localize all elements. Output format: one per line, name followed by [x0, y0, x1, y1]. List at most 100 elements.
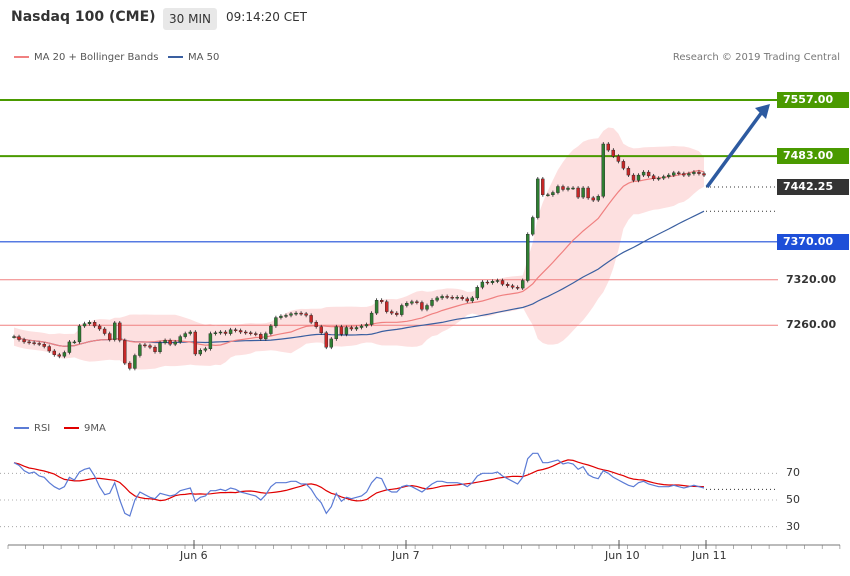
- candle-body: [118, 322, 122, 341]
- instrument-title: Nasdaq 100 (CME): [11, 9, 156, 25]
- legend-rsi-label: RSI: [34, 423, 51, 434]
- candle-body: [173, 341, 177, 345]
- candle-body: [339, 326, 344, 335]
- candle-body: [344, 327, 349, 335]
- candle-body: [536, 178, 540, 218]
- legend-rsi: RSI: [14, 423, 50, 434]
- candle-body: [309, 315, 313, 323]
- candle-body: [566, 187, 570, 190]
- candle-body: [395, 312, 399, 315]
- candle-body: [631, 174, 636, 181]
- bollinger-band: [14, 127, 704, 370]
- candle-body: [168, 340, 172, 345]
- candle-body: [57, 354, 61, 357]
- candle-body: [405, 303, 409, 306]
- candle-body: [349, 327, 354, 330]
- candle-body: [12, 336, 16, 338]
- candle-body: [531, 217, 535, 235]
- price-tag-last: 7442.25: [777, 179, 849, 196]
- candle-body: [82, 323, 87, 327]
- price-tag-support: 7260.00: [786, 318, 837, 332]
- candle-body: [561, 186, 565, 190]
- candle-body: [591, 197, 595, 201]
- forecast-arrowhead: [755, 104, 770, 120]
- candle-body: [450, 297, 454, 299]
- candle-body: [601, 143, 605, 197]
- candle-body: [52, 350, 56, 355]
- candle-body: [385, 301, 389, 312]
- candle-body: [279, 315, 283, 318]
- candle-body: [646, 171, 651, 177]
- legend-rsi-ma-label: 9MA: [84, 423, 106, 434]
- candle-body: [314, 322, 318, 327]
- candle-body: [148, 345, 152, 348]
- candle-body: [253, 333, 258, 335]
- timestamp: 09:14:20 CET: [226, 10, 307, 24]
- candle-body: [364, 324, 369, 327]
- copyright: Research © 2019 Trading Central: [672, 52, 840, 63]
- candle-body: [485, 281, 490, 284]
- candle-body: [576, 187, 580, 198]
- candle-body: [163, 340, 167, 343]
- candle-body: [193, 331, 198, 355]
- candle-body: [470, 297, 474, 302]
- candle-body: [415, 301, 419, 303]
- candle-body: [455, 297, 459, 299]
- rsi-line: [13, 452, 705, 517]
- candle-body: [420, 302, 424, 310]
- candle-body: [107, 333, 112, 340]
- legend-ma50: MA 50: [168, 52, 219, 63]
- candle-body: [213, 332, 218, 334]
- candle-body: [228, 329, 233, 334]
- candle-body: [692, 171, 696, 174]
- candle-body: [526, 233, 530, 281]
- ma20-line: [13, 169, 705, 347]
- candle-body: [460, 297, 464, 299]
- candle-body: [42, 344, 46, 347]
- candle-body: [67, 341, 72, 353]
- candle-body: [274, 317, 278, 327]
- candle-body: [380, 300, 384, 302]
- candle-body: [284, 315, 288, 317]
- x-tick-label: Jun 6: [180, 549, 208, 562]
- candle-body: [626, 168, 631, 176]
- legend-ma20: MA 20 + Bollinger Bands: [14, 52, 158, 63]
- price-tag-target: 7483.00: [777, 148, 849, 165]
- candle-body: [17, 336, 21, 340]
- x-tick-label: Jun 7: [392, 549, 420, 562]
- timeframe-button[interactable]: 30 MIN: [163, 8, 217, 30]
- candle-body: [551, 192, 555, 195]
- candle-body: [515, 287, 520, 289]
- x-tick-label: Jun 10: [605, 549, 640, 562]
- candle-body: [329, 338, 333, 348]
- candle-body: [128, 362, 132, 369]
- candle-body: [72, 341, 77, 344]
- candle-body: [687, 173, 691, 176]
- candle-body: [586, 187, 590, 199]
- candle-body: [581, 187, 585, 198]
- candle-body: [480, 281, 485, 288]
- legend-rsi-ma: 9MA: [64, 423, 106, 434]
- candle-body: [369, 312, 374, 325]
- candle-body: [183, 333, 187, 337]
- candle-body: [702, 173, 706, 176]
- candle-body: [324, 332, 328, 348]
- price-tag-target: 7557.00: [777, 92, 849, 109]
- candle-body: [77, 325, 82, 343]
- candle-body: [22, 339, 26, 343]
- candle-body: [505, 284, 510, 286]
- candle-body: [651, 175, 656, 180]
- candle-body: [682, 173, 686, 176]
- candle-body: [153, 347, 157, 352]
- candle-body: [138, 344, 142, 356]
- candle-body: [495, 280, 500, 282]
- candle-body: [223, 331, 228, 334]
- candle-body: [102, 328, 107, 334]
- candle-body: [611, 149, 615, 157]
- candle-body: [445, 296, 449, 298]
- candle-body: [541, 178, 545, 195]
- candle-body: [143, 344, 147, 347]
- candle-body: [641, 171, 646, 176]
- candle-body: [62, 352, 67, 357]
